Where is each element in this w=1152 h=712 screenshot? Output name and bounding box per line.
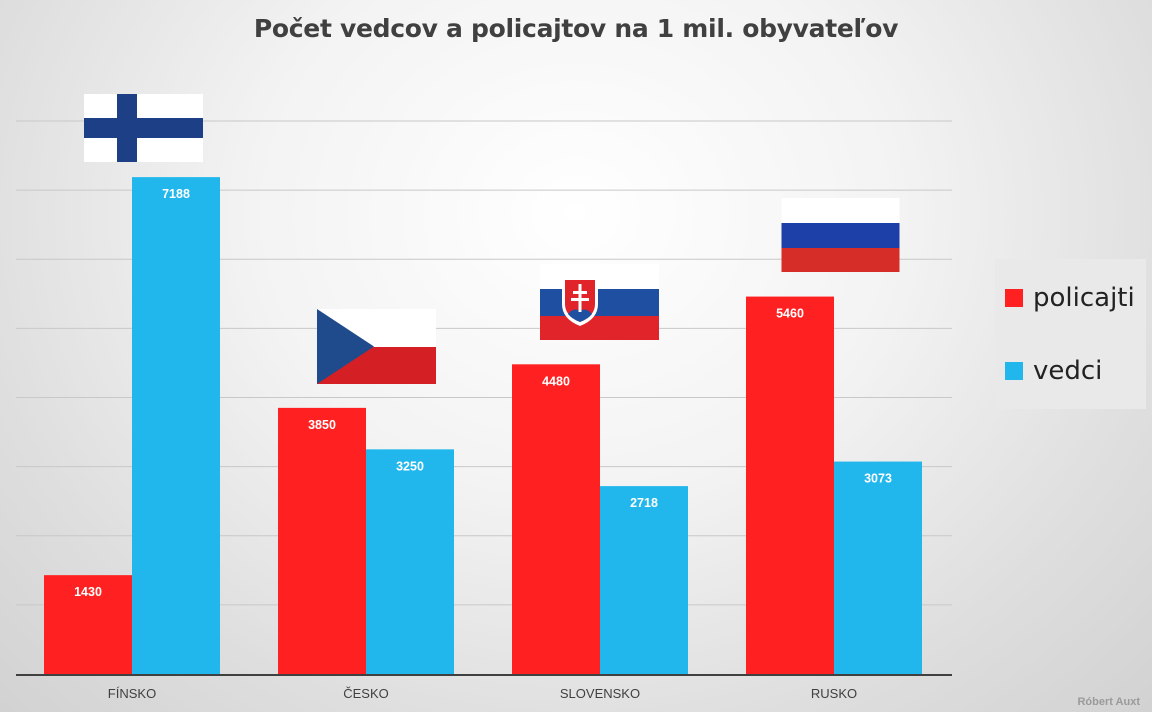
author-credit: Róbert Auxt [1077, 696, 1140, 708]
legend-label-policajti: policajti [1033, 283, 1135, 313]
russia-flag [781, 198, 900, 272]
legend-swatch-policajti [1005, 289, 1023, 307]
legend: policajti vedci [995, 259, 1146, 409]
bar-vedci-1 [366, 449, 454, 674]
bar-policajti-3 [746, 296, 834, 674]
bar-vedci-3 [834, 461, 922, 674]
bar-vedci-2 [600, 486, 688, 674]
legend-item-vedci: vedci [1005, 356, 1102, 386]
data-label-vedci-1: 3250 [396, 459, 424, 473]
bars [44, 177, 922, 674]
legend-label-vedci: vedci [1033, 356, 1103, 386]
bar-policajti-2 [512, 364, 600, 674]
x-axis: FÍNSKO ČESKO SLOVENSKO RUSKO [16, 674, 952, 701]
data-label-policajti-1: 3850 [308, 418, 336, 432]
finland-flag [84, 94, 203, 162]
data-label-policajti-0: 1430 [74, 585, 102, 599]
x-tick-label-3: RUSKO [811, 686, 857, 701]
x-tick-label-0: FÍNSKO [108, 686, 156, 701]
data-label-vedci-2: 2718 [630, 496, 658, 510]
data-label-vedci-0: 7188 [162, 187, 190, 201]
bar-policajti-1 [278, 407, 366, 674]
x-tick-label-2: SLOVENSKO [560, 686, 640, 701]
chart-title: Počet vedcov a policajtov na 1 mil. obyv… [253, 14, 899, 43]
data-label-vedci-3: 3073 [864, 472, 892, 486]
bar-policajti-0 [44, 575, 132, 674]
czech-flag [317, 309, 436, 384]
legend-swatch-vedci [1005, 362, 1023, 380]
x-tick-label-1: ČESKO [343, 686, 389, 701]
data-label-policajti-2: 4480 [542, 374, 570, 388]
data-labels: 1430 7188 3850 3250 4480 2718 5460 3073 [74, 187, 892, 599]
data-label-policajti-3: 5460 [776, 307, 804, 321]
bar-vedci-0 [132, 177, 220, 674]
legend-item-policajti: policajti [1005, 283, 1135, 313]
slovakia-flag [540, 264, 659, 340]
